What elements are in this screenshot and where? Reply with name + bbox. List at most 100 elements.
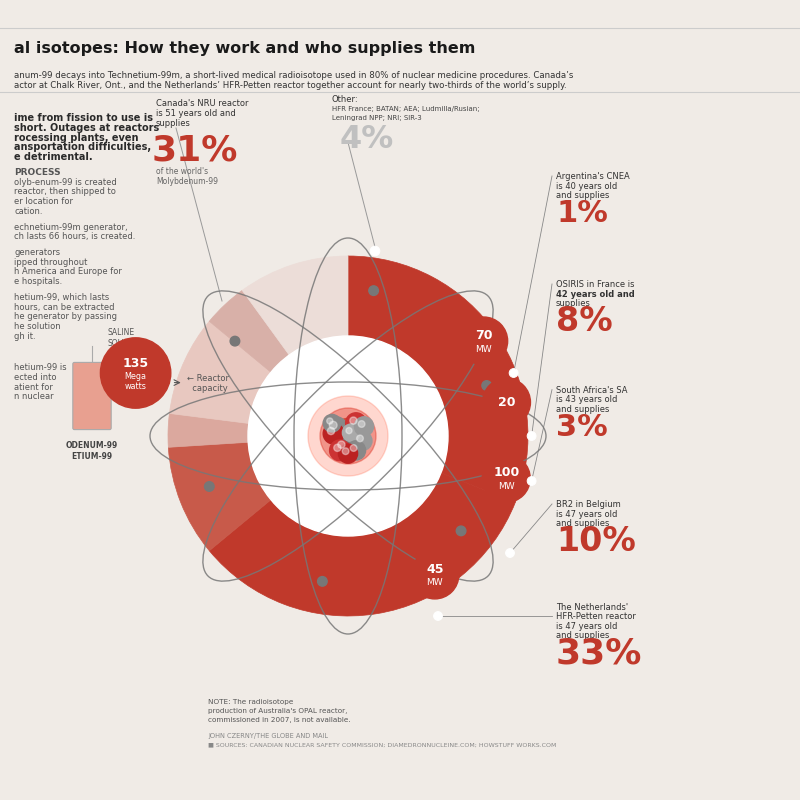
Circle shape — [346, 413, 366, 434]
Text: capacity: capacity — [186, 385, 227, 394]
Circle shape — [342, 424, 360, 442]
Text: The Netherlands': The Netherlands' — [556, 602, 628, 612]
Text: 135: 135 — [122, 357, 149, 370]
Text: ← Reactor: ← Reactor — [186, 374, 229, 383]
Text: 4%: 4% — [340, 124, 394, 154]
Wedge shape — [168, 414, 249, 447]
Text: is 47 years old: is 47 years old — [556, 510, 618, 519]
Text: Other:: Other: — [332, 94, 358, 104]
Text: and supplies: and supplies — [556, 631, 610, 641]
Text: supplies: supplies — [156, 118, 191, 128]
Circle shape — [357, 435, 363, 442]
Text: South Africa's SA: South Africa's SA — [556, 386, 627, 395]
Text: supplies: supplies — [556, 299, 591, 309]
Text: NOTE: The radioisotope: NOTE: The radioisotope — [208, 699, 294, 705]
Text: and supplies: and supplies — [556, 405, 610, 414]
Text: 33%: 33% — [556, 637, 642, 670]
Circle shape — [325, 417, 347, 439]
Text: 3%: 3% — [556, 413, 608, 442]
Wedge shape — [348, 256, 528, 502]
Text: 45: 45 — [426, 563, 443, 576]
Text: 31%: 31% — [152, 134, 238, 167]
Circle shape — [460, 317, 508, 365]
Text: MW: MW — [498, 482, 514, 491]
Text: Molybdenum-99: Molybdenum-99 — [156, 177, 218, 186]
Text: al isotopes: How they work and who supplies them: al isotopes: How they work and who suppl… — [14, 41, 476, 55]
Text: ■ SOURCES: CANADIAN NUCLEAR SAFETY COMMISSION; DIAMEDRONNUCLEINE.COM; HOWSTUFF W: ■ SOURCES: CANADIAN NUCLEAR SAFETY COMMI… — [208, 742, 556, 747]
Circle shape — [327, 427, 334, 434]
Text: ETIUM-99: ETIUM-99 — [71, 452, 113, 462]
Text: 100: 100 — [493, 466, 519, 479]
Circle shape — [338, 444, 358, 463]
Circle shape — [510, 369, 518, 378]
Circle shape — [527, 431, 536, 440]
Circle shape — [354, 417, 374, 436]
Circle shape — [320, 408, 376, 464]
Circle shape — [338, 441, 345, 448]
Wedge shape — [210, 473, 515, 616]
Wedge shape — [170, 330, 267, 423]
Circle shape — [330, 440, 350, 461]
Text: n nuclear: n nuclear — [14, 392, 54, 402]
Text: is 43 years old: is 43 years old — [556, 395, 618, 405]
Text: cation.: cation. — [14, 206, 43, 216]
Text: is 47 years old: is 47 years old — [556, 622, 618, 631]
Text: he generator by passing: he generator by passing — [14, 312, 118, 322]
Text: ODENUM-99: ODENUM-99 — [66, 441, 118, 450]
Text: gh it.: gh it. — [14, 331, 36, 341]
Text: Canada's NRU reactor: Canada's NRU reactor — [156, 99, 249, 109]
Circle shape — [506, 549, 514, 558]
Text: he solution: he solution — [14, 322, 61, 331]
Circle shape — [353, 431, 372, 450]
Circle shape — [323, 423, 344, 444]
Text: hetium-99 is: hetium-99 is — [14, 363, 67, 373]
Circle shape — [411, 551, 459, 599]
FancyBboxPatch shape — [73, 362, 111, 430]
Circle shape — [527, 477, 536, 486]
Circle shape — [369, 286, 378, 295]
Circle shape — [482, 378, 530, 426]
Text: hetium-99, which lasts: hetium-99, which lasts — [14, 293, 110, 302]
Text: PROCESS: PROCESS — [14, 168, 61, 178]
Circle shape — [358, 421, 365, 427]
Text: and supplies: and supplies — [556, 519, 610, 529]
Circle shape — [330, 422, 337, 429]
Text: Mega: Mega — [125, 372, 146, 381]
Text: 10%: 10% — [556, 525, 636, 558]
Text: SALINE
SOLUTION: SALINE SOLUTION — [108, 327, 146, 348]
Text: generators: generators — [14, 248, 61, 258]
Text: hours, can be extracted: hours, can be extracted — [14, 302, 115, 312]
Text: MW: MW — [475, 345, 492, 354]
Circle shape — [346, 427, 352, 434]
Text: h America and Europe for: h America and Europe for — [14, 267, 122, 277]
Text: atient for: atient for — [14, 382, 54, 392]
Circle shape — [323, 414, 341, 432]
Circle shape — [308, 396, 388, 476]
Text: ch lasts 66 hours, is created.: ch lasts 66 hours, is created. — [14, 232, 136, 242]
Text: OSIRIS in France is: OSIRIS in France is — [556, 280, 634, 290]
Text: ected into: ected into — [14, 373, 57, 382]
Circle shape — [330, 418, 366, 454]
Text: reactor, then shipped to: reactor, then shipped to — [14, 187, 116, 197]
Circle shape — [326, 418, 333, 424]
Text: commissioned in 2007, is not available.: commissioned in 2007, is not available. — [208, 717, 350, 722]
Text: production of Australia's OPAL reactor,: production of Australia's OPAL reactor, — [208, 708, 347, 714]
Text: MW: MW — [426, 578, 443, 587]
Text: ipped throughout: ipped throughout — [14, 258, 88, 267]
Text: ansportation difficulties,: ansportation difficulties, — [14, 142, 151, 152]
Text: 70: 70 — [475, 329, 493, 342]
Wedge shape — [202, 322, 271, 378]
Text: 42 years old and: 42 years old and — [556, 290, 634, 299]
Text: actor at Chalk River, Ont., and the Netherlands’ HFR-Petten reactor together acc: actor at Chalk River, Ont., and the Neth… — [14, 81, 567, 90]
Text: olyb­enum-99 is created: olyb­enum-99 is created — [14, 178, 117, 187]
Text: and supplies: and supplies — [556, 191, 610, 201]
Wedge shape — [242, 256, 348, 355]
Text: ime from fission to use is: ime from fission to use is — [14, 114, 154, 123]
Text: is 51 years old and: is 51 years old and — [156, 109, 236, 118]
Circle shape — [334, 444, 341, 451]
Circle shape — [434, 611, 442, 621]
Text: 8%: 8% — [556, 305, 613, 338]
Text: BR2 in Belgium: BR2 in Belgium — [556, 500, 621, 510]
Circle shape — [101, 338, 171, 408]
Text: Argentina's CNEA: Argentina's CNEA — [556, 172, 630, 182]
